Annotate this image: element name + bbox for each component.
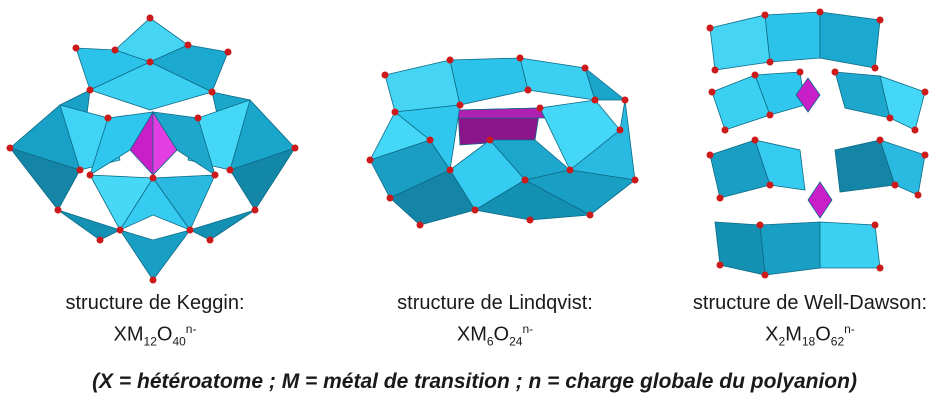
keggin-caption: structure de Keggin: XM12O40n- bbox=[15, 290, 295, 355]
legend-note: (X = hétéroatome ; M = métal de transiti… bbox=[92, 370, 857, 393]
keggin-polyhedra-image bbox=[6, 14, 299, 284]
lindqvist-formula: XM6O24n- bbox=[456, 322, 534, 349]
lindqvist-caption: structure de Lindqvist: XM6O24n- bbox=[355, 290, 635, 355]
keggin-label: structure de Keggin: bbox=[65, 292, 245, 314]
keggin-formula: XM12O40n- bbox=[113, 322, 197, 349]
keggin-structure bbox=[0, 0, 310, 290]
lindqvist-polyhedra-image bbox=[366, 54, 639, 229]
lindqvist-label: structure de Lindqvist: bbox=[397, 292, 593, 314]
well-dawson-label: structure de Well-Dawson: bbox=[692, 292, 928, 314]
well-dawson-structure bbox=[670, 0, 949, 290]
lindqvist-structure bbox=[340, 0, 650, 290]
well-dawson-polyhedra-image bbox=[706, 8, 929, 279]
well-dawson-formula: X2M18O62n- bbox=[765, 322, 855, 349]
well-dawson-caption: structure de Well-Dawson: X2M18O62n- bbox=[680, 290, 940, 355]
